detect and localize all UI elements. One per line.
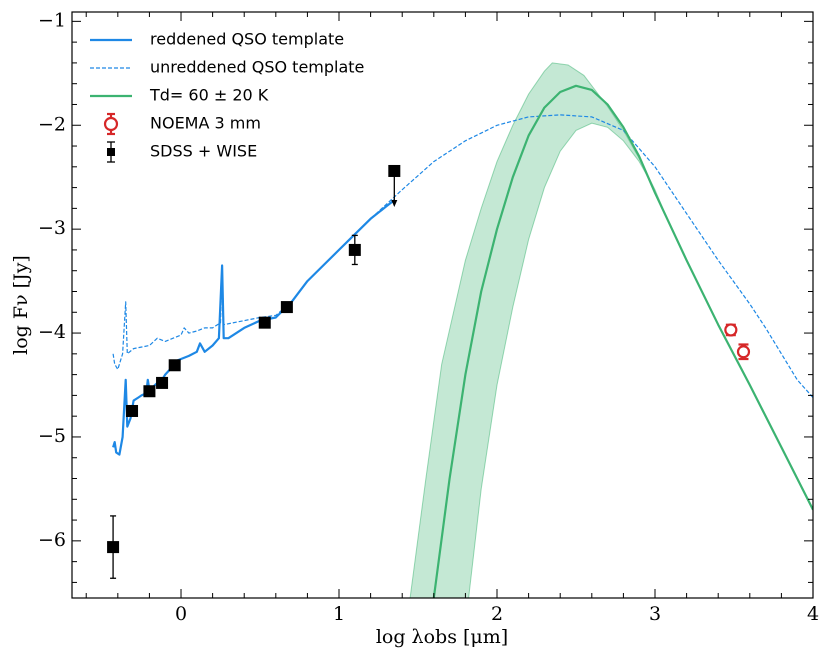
data-point (258, 316, 271, 329)
data-point (143, 385, 156, 398)
x-tick-label: 4 (807, 603, 819, 625)
legend-marker (103, 116, 119, 132)
series-line (432, 84, 813, 598)
data-point (126, 404, 139, 417)
y-tick-label: −4 (38, 321, 66, 343)
legend-marker (107, 148, 115, 156)
y-tick-label: −5 (38, 425, 66, 447)
data-point (168, 359, 181, 372)
x-axis-label: log λobs [μm] (376, 626, 508, 648)
legend-label: NOEMA 3 mm (150, 114, 261, 133)
data-point (156, 376, 169, 389)
y-tick-label: −2 (38, 113, 66, 135)
data-point (348, 243, 361, 256)
y-tick-label: −3 (38, 217, 66, 239)
legend-label: reddened QSO template (150, 30, 344, 49)
x-tick-label: 1 (333, 603, 345, 625)
series-line (112, 199, 395, 456)
y-axis-label: log Fν [Jy] (10, 255, 32, 355)
axes-frame (71, 11, 814, 599)
data-point (724, 323, 738, 337)
arrow-head (391, 199, 398, 207)
legend-label: unreddened QSO template (150, 58, 364, 77)
x-tick-label: 0 (175, 603, 187, 625)
data-point (388, 164, 401, 177)
uncertainty-band (409, 62, 664, 598)
y-tick-label: −6 (38, 529, 66, 551)
data-point (107, 541, 120, 554)
legend-label: SDSS + WISE (150, 142, 257, 161)
data-point (280, 301, 293, 314)
x-tick-label: 2 (491, 603, 503, 625)
x-tick-label: 3 (649, 603, 661, 625)
legend-label: Td= 60 ± 20 K (149, 86, 269, 105)
data-point (736, 345, 751, 359)
y-tick-label: −1 (38, 9, 66, 31)
